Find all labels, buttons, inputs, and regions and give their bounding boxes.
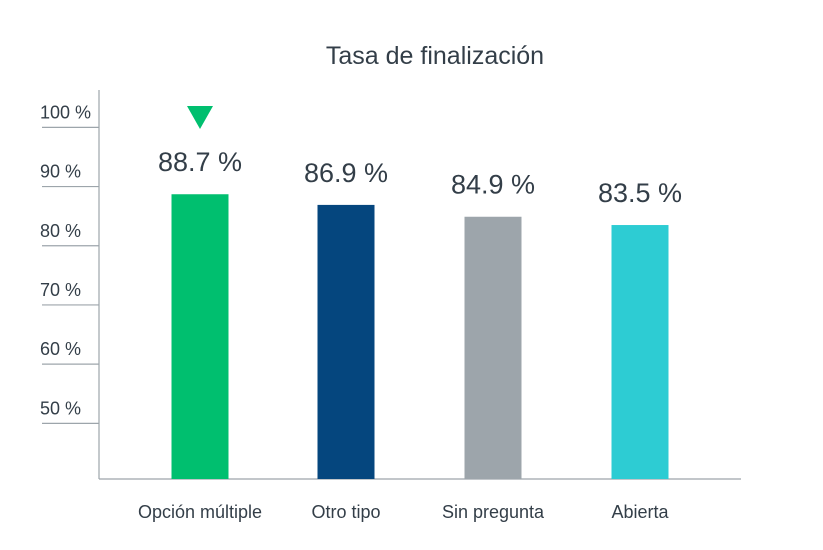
y-tick-label: 90 %	[40, 162, 81, 182]
x-category-label: Sin pregunta	[442, 502, 545, 522]
down-triangle-icon	[187, 106, 213, 129]
data-labels: 88.7 % 86.9 % 84.9 % 83.5 %	[158, 147, 682, 208]
bar	[171, 194, 229, 480]
y-tick-label: 70 %	[40, 280, 81, 300]
y-axis-ticks: 100 % 90 % 80 % 70 % 60 % 50 %	[40, 102, 99, 424]
y-tick-label: 50 %	[40, 398, 81, 418]
bar	[611, 225, 669, 479]
x-category-label: Abierta	[611, 502, 669, 522]
x-axis-labels: Opción múltiple Otro tipo Sin pregunta Abie…	[138, 502, 670, 522]
bar-value-label: 86.9 %	[304, 158, 388, 188]
bar-value-label: 84.9 %	[451, 170, 535, 200]
bars	[171, 194, 669, 480]
highlight-marker	[187, 106, 213, 129]
y-tick-label: 100 %	[40, 102, 91, 122]
chart-title: Tasa de finalización	[326, 42, 544, 70]
bar	[464, 216, 522, 479]
bar-value-label: 88.7 %	[158, 147, 242, 177]
y-tick-label: 60 %	[40, 339, 81, 359]
bar-value-label: 83.5 %	[598, 178, 682, 208]
y-tick-label: 80 %	[40, 221, 81, 241]
x-category-label: Opción múltiple	[138, 502, 262, 522]
bar	[317, 204, 375, 480]
x-category-label: Otro tipo	[311, 502, 380, 522]
